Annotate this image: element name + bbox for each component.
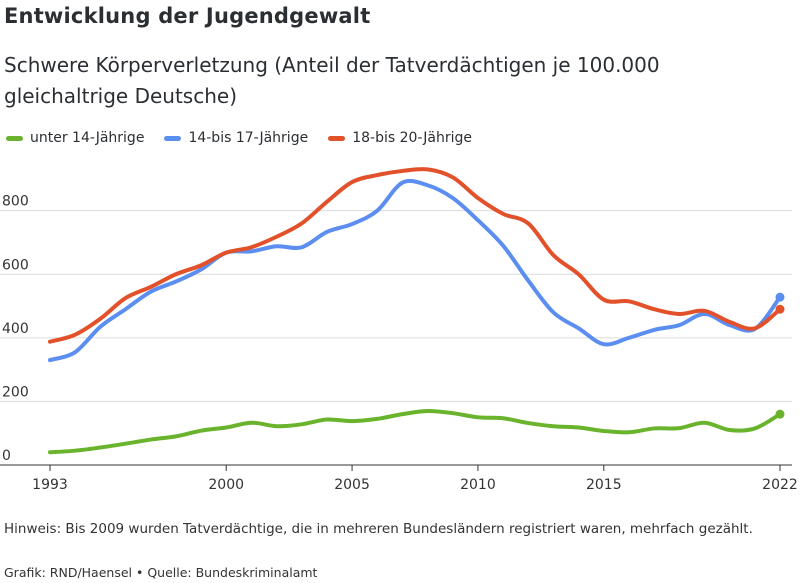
y-tick-label-0: 0 [2, 448, 11, 464]
series-line-under-14 [48, 408, 782, 455]
series-end-point-14-17 [775, 292, 785, 302]
y-tick-label-400: 400 [2, 321, 29, 337]
y-axis-ticks: 0 200 400 600 800 [2, 194, 29, 464]
y-tick-label-600: 600 [2, 257, 29, 273]
series-end-point-under-14 [775, 409, 785, 419]
series-lines [48, 167, 785, 455]
x-tick-label-2000: 2000 [208, 477, 244, 490]
legend-swatch-under-14 [6, 135, 23, 141]
y-tick-label-200: 200 [2, 384, 29, 400]
x-tick-label-2010: 2010 [460, 477, 496, 490]
series-line-18-20 [48, 167, 782, 344]
source-credit: Grafik: RND/Haensel • Quelle: Bundeskrim… [4, 565, 318, 580]
legend: unter 14-Jährige 14-bis 17-Jährige 18-bi… [6, 130, 492, 146]
y-tick-label-800: 800 [2, 194, 29, 210]
legend-item-14-17: 14-bis 17-Jährige [164, 130, 308, 146]
x-tick-label-1993: 1993 [32, 477, 68, 490]
footnote: Hinweis: Bis 2009 wurden Tatverdächtige,… [4, 521, 753, 537]
x-tick-label-2022: 2022 [762, 477, 798, 490]
legend-item-18-20: 18-bis 20-Jährige [328, 130, 472, 146]
line-chart: 0 200 400 600 800 1993 2000 2005 2010 2015 2022 [0, 167, 798, 490]
grid-lines [0, 210, 792, 402]
x-tick-label-2015: 2015 [586, 477, 622, 490]
series-end-point-18-20 [775, 304, 785, 314]
legend-swatch-18-20 [328, 135, 346, 141]
series-line-14-17 [48, 178, 782, 363]
legend-item-under-14: unter 14-Jährige [6, 130, 144, 146]
legend-swatch-14-17 [164, 135, 182, 141]
x-axis: 1993 2000 2005 2010 2015 2022 [0, 464, 798, 490]
chart-subtitle: Schwere Körperverletzung (Anteil der Tat… [4, 53, 660, 108]
legend-label-18-20: 18-bis 20-Jährige [352, 130, 472, 146]
legend-label-14-17: 14-bis 17-Jährige [188, 130, 309, 146]
x-tick-label-2005: 2005 [334, 477, 370, 490]
chart-title: Entwicklung der Jugendgewalt [4, 4, 371, 28]
legend-label-under-14: unter 14-Jährige [30, 130, 145, 146]
